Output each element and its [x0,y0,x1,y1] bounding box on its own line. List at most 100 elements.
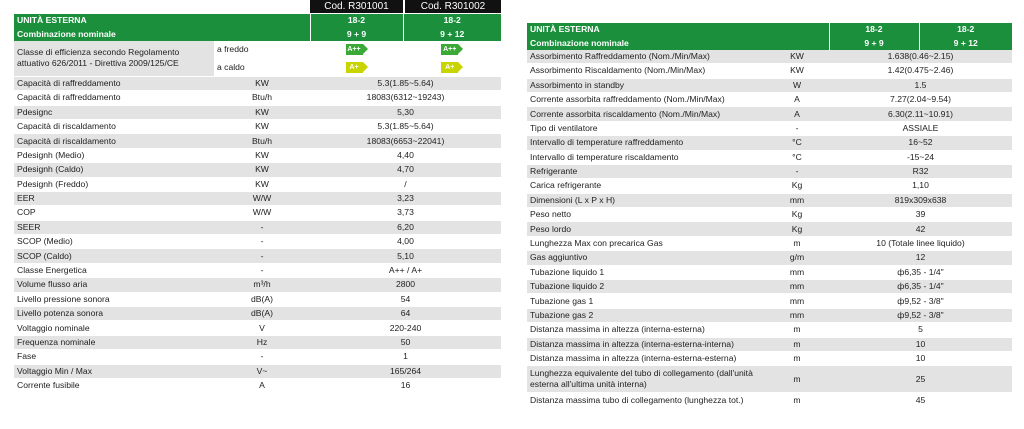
spec-unit: - [214,220,310,236]
spec-name: SEER [14,220,214,236]
spec-name: Pdesignc [14,105,214,120]
spec-name: Peso lordo [527,221,765,237]
right-table: UNITÀ ESTERNA 18-2 18-2 Combinazione nom… [527,23,1012,408]
spec-value: A++ / A+ [310,263,501,279]
spec-value: 1.638(0.46~2.15) [829,49,1012,65]
spec-unit: Btu/h [214,133,310,149]
spec-value: 10 (Totale linee liquido) [829,236,1012,252]
table-row: EER W/W 3,23 [14,191,501,207]
spec-value: 25 [829,365,1012,394]
header-row: UNITÀ ESTERNA 18-2 18-2 [14,14,501,28]
spec-unit: mm [765,308,829,324]
spec-value: 4,70 [310,162,501,178]
table-row: Assorbimento in standby W 1.5 [527,78,1012,93]
spec-name: Gas aggiuntivo [527,250,765,266]
spec-value: 6.30(2.11~10.91) [829,106,1012,122]
table-row: Intervallo di temperature raffreddamento… [527,135,1012,151]
spec-name: Corrente assorbita riscaldamento (Nom./M… [527,106,765,122]
spec-unit: Kg [765,207,829,223]
spec-unit: m [765,337,829,352]
spec-unit: A [765,92,829,108]
spec-name: Capacità di raffreddamento [14,76,214,92]
spec-name: Voltaggio Min / Max [14,364,214,379]
spec-value: 3,23 [310,191,501,207]
spec-name: Corrente assorbita raffreddamento (Nom./… [527,92,765,108]
combination-label: Combinazione nominale [14,27,310,41]
table-row: Capacità di raffreddamento KW 5.3(1.85~5.6… [14,76,501,92]
product-code-1: Cod. R301001 [310,0,403,13]
efficiency-label: Classe di efficienza secondo Regolamento… [14,40,214,77]
table-row: Distanza massima in altezza (interna-est… [527,337,1012,352]
spec-value: / [310,177,501,192]
spec-value: 1 [310,349,501,365]
spec-unit: V~ [214,364,310,379]
spec-name: Tubazione liquido 2 [527,279,765,295]
table-row: Assorbimento Raffreddamento (Nom./Min/Ma… [527,49,1012,65]
table-row: Tubazione gas 2 mm ф9,52 - 3/8" [527,308,1012,324]
spec-value: ф9,52 - 3/8" [829,308,1012,324]
spec-unit: m [765,351,829,367]
table-row: Capacità di riscaldamento KW 5.3(1.85~5.64… [14,119,501,135]
spec-value: 4,00 [310,234,501,250]
spec-unit: - [214,248,310,264]
right-spec-table: UNITÀ ESTERNA 18-2 18-2 Combinazione nom… [527,23,1012,408]
spec-unit: KW [765,49,829,65]
combination-row: Combinazione nominale 9 + 9 9 + 12 [527,36,1012,50]
efficiency-hot-label: a caldo [214,58,310,77]
spec-name: Pdesignh (Freddo) [14,177,214,192]
spec-unit: W [765,78,829,93]
combination-row: Combinazione nominale 9 + 9 9 + 12 [14,27,501,41]
spec-name: Dimensioni (L x P x H) [527,193,765,209]
table-row: Tipo di ventilatore - ASSIALE [527,121,1012,137]
table-row: Livello pressione sonora dB(A) 54 [14,292,501,308]
spec-value: ф9,52 - 3/8" [829,293,1012,309]
spec-name: Peso netto [527,207,765,223]
table-row: Pdesignh (Caldo) KW 4,70 [14,162,501,178]
model-1: 18-2 [828,23,919,37]
table-row: Capacità di riscaldamento Btu/h 18083(6653… [14,133,501,149]
spec-name: COP [14,205,214,221]
spec-unit: - [214,234,310,250]
spec-value: 18083(6312~19243) [310,90,501,106]
table-row: Volume flusso aria m³/h 2800 [14,277,501,293]
spec-name: Capacità di riscaldamento [14,133,214,149]
table-row: Pdesignh (Medio) KW 4,40 [14,148,501,164]
spec-name: Refrigerante [527,164,765,180]
spec-unit: - [214,263,310,279]
spec-unit: KW [214,162,310,178]
table-row: Peso lordo Kg 42 [527,221,1012,237]
spec-value: 220-240 [310,320,501,336]
spec-unit: mm [765,193,829,209]
spec-unit: - [765,121,829,137]
spec-unit: W/W [214,191,310,207]
energy-class-badge-hot: A+ [345,62,368,74]
spec-unit: A [765,106,829,122]
spec-value: 1,10 [829,178,1012,194]
spec-value: 5.3(1.85~5.64) [310,76,501,92]
spec-unit: dB(A) [214,292,310,308]
spec-name: Distanza massima in altezza (interna-est… [527,322,765,338]
spec-name: Frequenza nominale [14,335,214,351]
table-row: Fase -1 [14,349,501,365]
spec-unit: KW [765,63,829,79]
table-row: Gas aggiuntivo g/m 12 [527,250,1012,266]
spec-name: Assorbimento Riscaldamento (Nom./Min/Max… [527,63,765,79]
spec-name: Tipo di ventilatore [527,121,765,137]
spec-unit: KW [214,76,310,92]
spec-value: 1.42(0.475~2.46) [829,63,1012,79]
table-row: Distanza massima in altezza (interna-est… [527,351,1012,367]
spec-unit: KW [214,148,310,164]
spec-unit: °C [765,135,829,151]
table-row: Livello potenza sonora dB(A) 64 [14,306,501,322]
spec-unit: dB(A) [214,306,310,322]
spec-unit: m [765,322,829,338]
table-row: Tubazione liquido 1 mm ф6,35 - 1/4" [527,265,1012,281]
spec-value: 45 [829,392,1012,408]
spec-value: 39 [829,207,1012,223]
spec-value: 5.3(1.85~5.64) [310,119,501,135]
table-row: Intervallo di temperature riscaldamento °… [527,150,1012,165]
spec-unit: mm [765,265,829,281]
spec-name: EER [14,191,214,207]
model-1: 18-2 [309,14,403,28]
spec-value: 3,73 [310,205,501,221]
